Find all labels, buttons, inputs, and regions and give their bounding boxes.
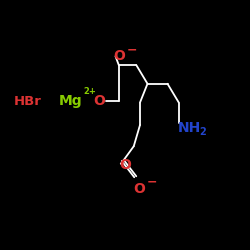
Text: O: O (114, 49, 126, 63)
Text: NH: NH (178, 120, 201, 134)
Text: −: − (127, 44, 138, 57)
Text: 2: 2 (199, 127, 205, 137)
Text: 2+: 2+ (84, 87, 96, 96)
Text: O: O (134, 182, 145, 196)
Text: HBr: HBr (14, 95, 42, 108)
Text: Mg: Mg (59, 94, 82, 108)
Text: O: O (119, 158, 130, 172)
Text: O: O (94, 94, 106, 108)
Text: −: − (147, 176, 158, 188)
